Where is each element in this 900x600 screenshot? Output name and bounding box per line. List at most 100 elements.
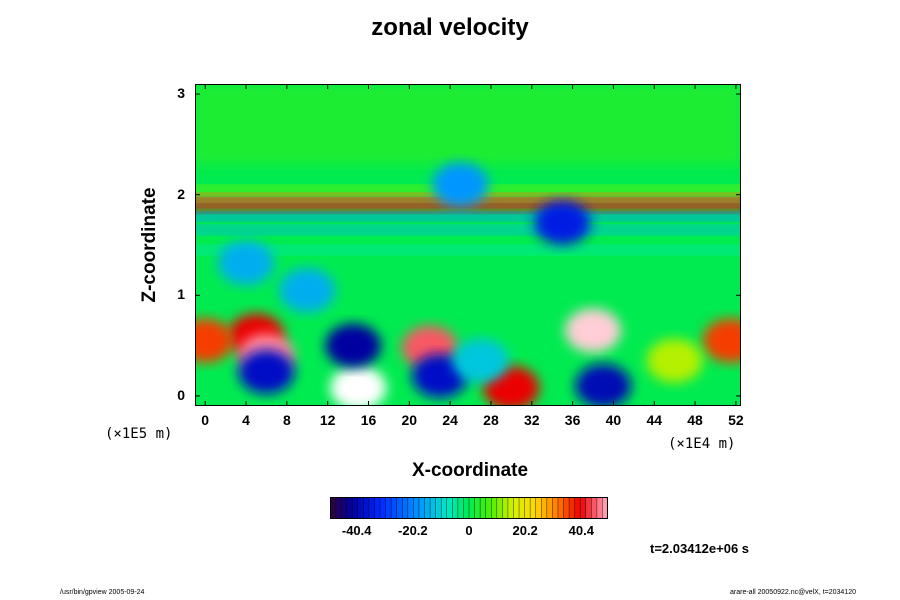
- x-tick-label-13: 52: [728, 412, 744, 428]
- x-tick-label-3: 12: [319, 412, 336, 428]
- feature-5: [330, 365, 387, 406]
- x-tick-label-1: 4: [242, 412, 250, 428]
- colorbar-cell-28: [485, 497, 492, 519]
- feature-6: [325, 323, 382, 368]
- footer-right: arare-all 20050922.nc@velX, t=2034120: [730, 589, 856, 596]
- x-tick-label-11: 44: [646, 412, 663, 428]
- colorbar-tick-label-3: 20.2: [512, 523, 538, 538]
- x-tick-label-2: 8: [282, 412, 291, 428]
- y-tick-label-1: 1: [177, 286, 185, 303]
- colorbar-cell-2: [341, 497, 348, 519]
- colorbar-cell-29: [491, 497, 498, 519]
- colorbar-cell-40: [552, 497, 559, 519]
- x-tick-label-5: 20: [401, 412, 418, 428]
- layer-5: [195, 225, 741, 234]
- colorbar-cell-34: [519, 497, 526, 519]
- colorbar-cell-24: [463, 497, 470, 519]
- colorbar-cell-44: [574, 497, 581, 519]
- colorbar-cell-20: [441, 497, 448, 519]
- feature-4: [238, 349, 295, 394]
- colorbar-tick-label-0: -40.4: [341, 523, 372, 538]
- feature-15: [452, 338, 509, 383]
- colorbar-cell-8: [374, 497, 381, 519]
- colorbar-cell-19: [435, 497, 442, 519]
- x-unit-right: (×1E4 m): [668, 436, 736, 452]
- colorbar-cell-1: [335, 497, 342, 519]
- footer-left: /usr/bin/gpview 2005-09-24: [60, 589, 145, 596]
- heatmap-plot: [195, 84, 741, 406]
- x-tick-label-6: 24: [442, 412, 458, 428]
- colorbar-cell-38: [541, 497, 548, 519]
- colorbar-cells: [330, 497, 608, 519]
- x-tick-label-12: 48: [687, 412, 703, 428]
- upper-region: [195, 84, 741, 165]
- colorbar-cell-22: [452, 497, 459, 519]
- colorbar-cell-27: [480, 497, 487, 519]
- x-tick-label-4: 16: [360, 412, 377, 428]
- colorbar-cell-21: [446, 497, 453, 519]
- feature-13: [534, 200, 591, 245]
- colorbar-cell-3: [346, 497, 353, 519]
- y-axis-label: Z-coordinate: [139, 187, 160, 303]
- colorbar-cell-39: [546, 497, 553, 519]
- colorbar-cell-42: [563, 497, 570, 519]
- colorbar-cell-41: [557, 497, 565, 519]
- colorbar-cell-31: [502, 497, 509, 519]
- colorbar-cell-49: [602, 497, 608, 519]
- feature-1: [195, 318, 234, 363]
- colorbar-cell-14: [407, 497, 414, 519]
- y-tick-label-0: 0: [177, 386, 185, 403]
- feature-11: [575, 363, 632, 406]
- feature-17: [432, 162, 489, 207]
- chart-title: zonal velocity: [371, 14, 529, 41]
- colorbar-tick-label-4: 40.4: [568, 523, 594, 538]
- time-label: t=2.03412e+06 s: [650, 541, 750, 556]
- colorbar-cell-23: [457, 497, 464, 519]
- layer-3: [195, 204, 741, 213]
- x-tick-label-10: 40: [605, 412, 622, 428]
- colorbar-cell-46: [585, 497, 592, 519]
- colorbar-cell-36: [530, 497, 537, 519]
- x-tick-label-0: 0: [201, 412, 210, 428]
- x-axis-label: X-coordinate: [411, 460, 529, 481]
- colorbar-cell-47: [591, 497, 598, 519]
- colorbar-cell-18: [430, 497, 437, 519]
- colorbar-cell-25: [469, 497, 476, 519]
- colorbar-cell-9: [380, 497, 387, 519]
- colorbar-cell-13: [402, 497, 409, 519]
- colorbar-cell-43: [569, 497, 576, 519]
- colorbar-cell-12: [396, 497, 403, 519]
- colorbar-cell-45: [580, 497, 587, 519]
- colorbar-cell-10: [385, 497, 392, 519]
- colorbar-cell-16: [418, 497, 426, 519]
- x-unit-left: (×1E5 m): [105, 426, 173, 442]
- colorbar-cell-32: [507, 497, 514, 519]
- y-tick-label-2: 2: [177, 185, 185, 202]
- colorbar-cell-7: [368, 497, 375, 519]
- colorbar-cell-11: [391, 497, 398, 519]
- colorbar: [330, 497, 608, 519]
- feature-10: [565, 308, 622, 353]
- colorbar-cell-6: [363, 497, 370, 519]
- plot-frame: [195, 84, 741, 406]
- y-tick-label-3: 3: [177, 85, 185, 102]
- colorbar-cell-5: [357, 497, 364, 519]
- colorbar-tick-label-2: 0: [465, 523, 473, 538]
- colorbar-cell-37: [535, 497, 542, 519]
- colorbar-tick-label-1: -20.2: [398, 523, 428, 538]
- feature-16: [646, 338, 703, 383]
- colorbar-cell-17: [424, 497, 431, 519]
- x-tick-label-9: 36: [564, 412, 581, 428]
- colorbar-cell-48: [596, 497, 603, 519]
- axis-ticks: [195, 84, 741, 406]
- layer-6: [195, 246, 741, 255]
- feature-12: [279, 268, 336, 313]
- colorbar-cell-26: [474, 497, 481, 519]
- colorbar-cell-35: [524, 497, 531, 519]
- heatmap-features: [195, 162, 741, 406]
- feature-2: [702, 318, 741, 363]
- layer-4: [195, 212, 741, 221]
- feature-14: [218, 241, 275, 286]
- colorbar-cell-4: [352, 497, 359, 519]
- colorbar-cell-33: [513, 497, 520, 519]
